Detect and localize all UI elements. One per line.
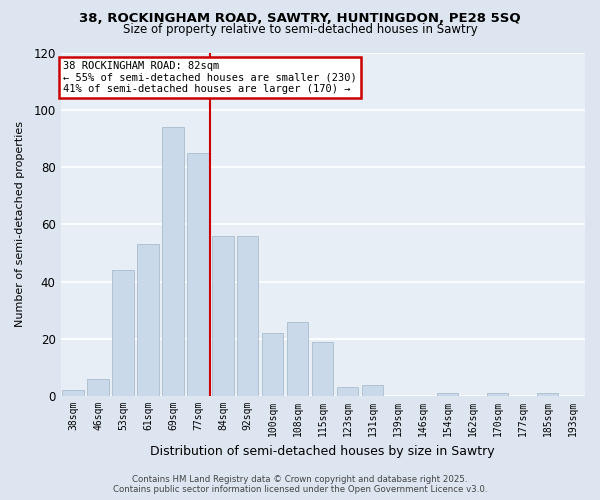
Text: Contains HM Land Registry data © Crown copyright and database right 2025.
Contai: Contains HM Land Registry data © Crown c… <box>113 474 487 494</box>
X-axis label: Distribution of semi-detached houses by size in Sawtry: Distribution of semi-detached houses by … <box>151 444 495 458</box>
Bar <box>237 236 259 396</box>
Bar <box>287 322 308 396</box>
Text: 38, ROCKINGHAM ROAD, SAWTRY, HUNTINGDON, PE28 5SQ: 38, ROCKINGHAM ROAD, SAWTRY, HUNTINGDON,… <box>79 12 521 26</box>
Bar <box>212 236 233 396</box>
Y-axis label: Number of semi-detached properties: Number of semi-detached properties <box>15 122 25 328</box>
Bar <box>137 244 158 396</box>
Bar <box>312 342 334 396</box>
Bar <box>337 388 358 396</box>
Bar <box>487 393 508 396</box>
Bar <box>437 393 458 396</box>
Bar <box>187 152 209 396</box>
Bar <box>112 270 134 396</box>
Bar <box>262 333 283 396</box>
Bar <box>362 384 383 396</box>
Bar <box>88 379 109 396</box>
Text: 38 ROCKINGHAM ROAD: 82sqm
← 55% of semi-detached houses are smaller (230)
41% of: 38 ROCKINGHAM ROAD: 82sqm ← 55% of semi-… <box>63 61 357 94</box>
Bar <box>163 127 184 396</box>
Bar <box>537 393 558 396</box>
Text: Size of property relative to semi-detached houses in Sawtry: Size of property relative to semi-detach… <box>122 24 478 36</box>
Bar <box>62 390 83 396</box>
